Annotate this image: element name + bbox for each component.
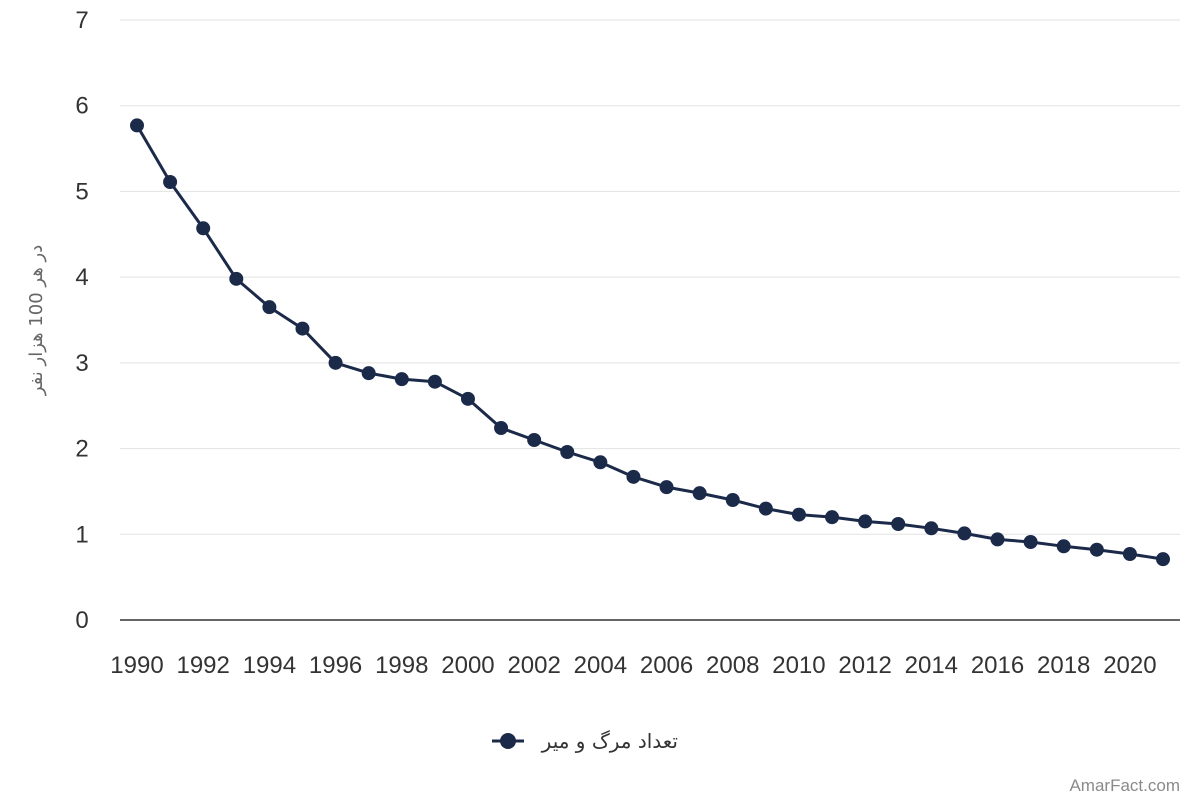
legend-label: تعداد مرگ و میر — [541, 729, 678, 753]
data-point — [130, 118, 144, 133]
data-point — [593, 455, 608, 470]
y-axis-ticks: 0 1 2 3 4 5 6 7 — [75, 7, 88, 634]
data-point — [659, 480, 674, 495]
legend[interactable]: تعداد مرگ و میر — [492, 729, 678, 753]
data-point — [527, 433, 542, 447]
data-point — [1056, 539, 1071, 554]
x-tick-label: 2004 — [574, 652, 627, 679]
x-tick-label: 1996 — [309, 652, 362, 679]
y-tick-label: 0 — [75, 607, 88, 634]
data-point — [891, 517, 906, 531]
x-tick-label: 2018 — [1037, 652, 1090, 679]
data-point — [791, 507, 806, 522]
data-point — [858, 514, 873, 529]
data-point — [626, 469, 641, 484]
data-point — [1023, 535, 1038, 549]
x-tick-label: 2006 — [640, 652, 693, 679]
data-point — [163, 175, 178, 189]
data-point — [196, 221, 211, 236]
data-point — [361, 366, 376, 381]
data-point — [990, 532, 1005, 547]
y-tick-label: 4 — [75, 264, 88, 291]
data-point — [924, 521, 939, 536]
y-tick-label: 3 — [75, 350, 88, 377]
data-point — [394, 372, 409, 387]
data-point — [229, 271, 244, 286]
y-tick-label: 6 — [75, 93, 88, 120]
series-path — [135, 124, 1164, 561]
y-tick-label: 2 — [75, 436, 88, 463]
x-tick-label: 2002 — [507, 652, 560, 679]
y-tick-label: 5 — [75, 178, 88, 205]
y-axis-label: در هر 100 هزار نفر — [26, 245, 47, 397]
series-line — [130, 118, 1170, 567]
x-tick-label: 1998 — [375, 652, 428, 679]
x-axis-ticks: 1990 1992 1994 1996 1998 2000 2002 2004 2006 2008… — [110, 652, 1156, 679]
data-point — [427, 374, 442, 389]
watermark: AmarFact.com — [1069, 776, 1180, 795]
x-tick-label: 2000 — [441, 652, 494, 679]
x-tick-label: 2016 — [971, 652, 1024, 679]
x-tick-label: 2012 — [838, 652, 891, 679]
x-tick-label: 1994 — [243, 652, 296, 679]
data-point — [460, 391, 475, 406]
data-point — [957, 526, 972, 541]
x-tick-label: 1990 — [110, 652, 163, 679]
data-point — [262, 300, 277, 315]
y-tick-label: 7 — [75, 7, 88, 34]
data-point — [295, 321, 310, 336]
x-tick-label: 2008 — [706, 652, 759, 679]
data-point — [825, 510, 840, 525]
x-tick-label: 2010 — [772, 652, 825, 679]
data-point — [328, 355, 343, 370]
gridlines — [120, 19, 1180, 535]
data-point — [494, 421, 509, 435]
y-tick-label: 1 — [75, 521, 88, 548]
data-point — [1122, 547, 1137, 561]
data-point — [725, 493, 740, 507]
x-tick-label: 2020 — [1103, 652, 1156, 679]
data-point — [1156, 552, 1170, 567]
data-point — [560, 445, 575, 459]
data-point — [758, 501, 773, 516]
legend-marker-dot — [500, 733, 516, 749]
x-tick-label: 1992 — [176, 652, 229, 679]
data-point — [1089, 542, 1104, 557]
x-tick-label: 2014 — [905, 652, 958, 679]
data-point — [692, 486, 707, 501]
